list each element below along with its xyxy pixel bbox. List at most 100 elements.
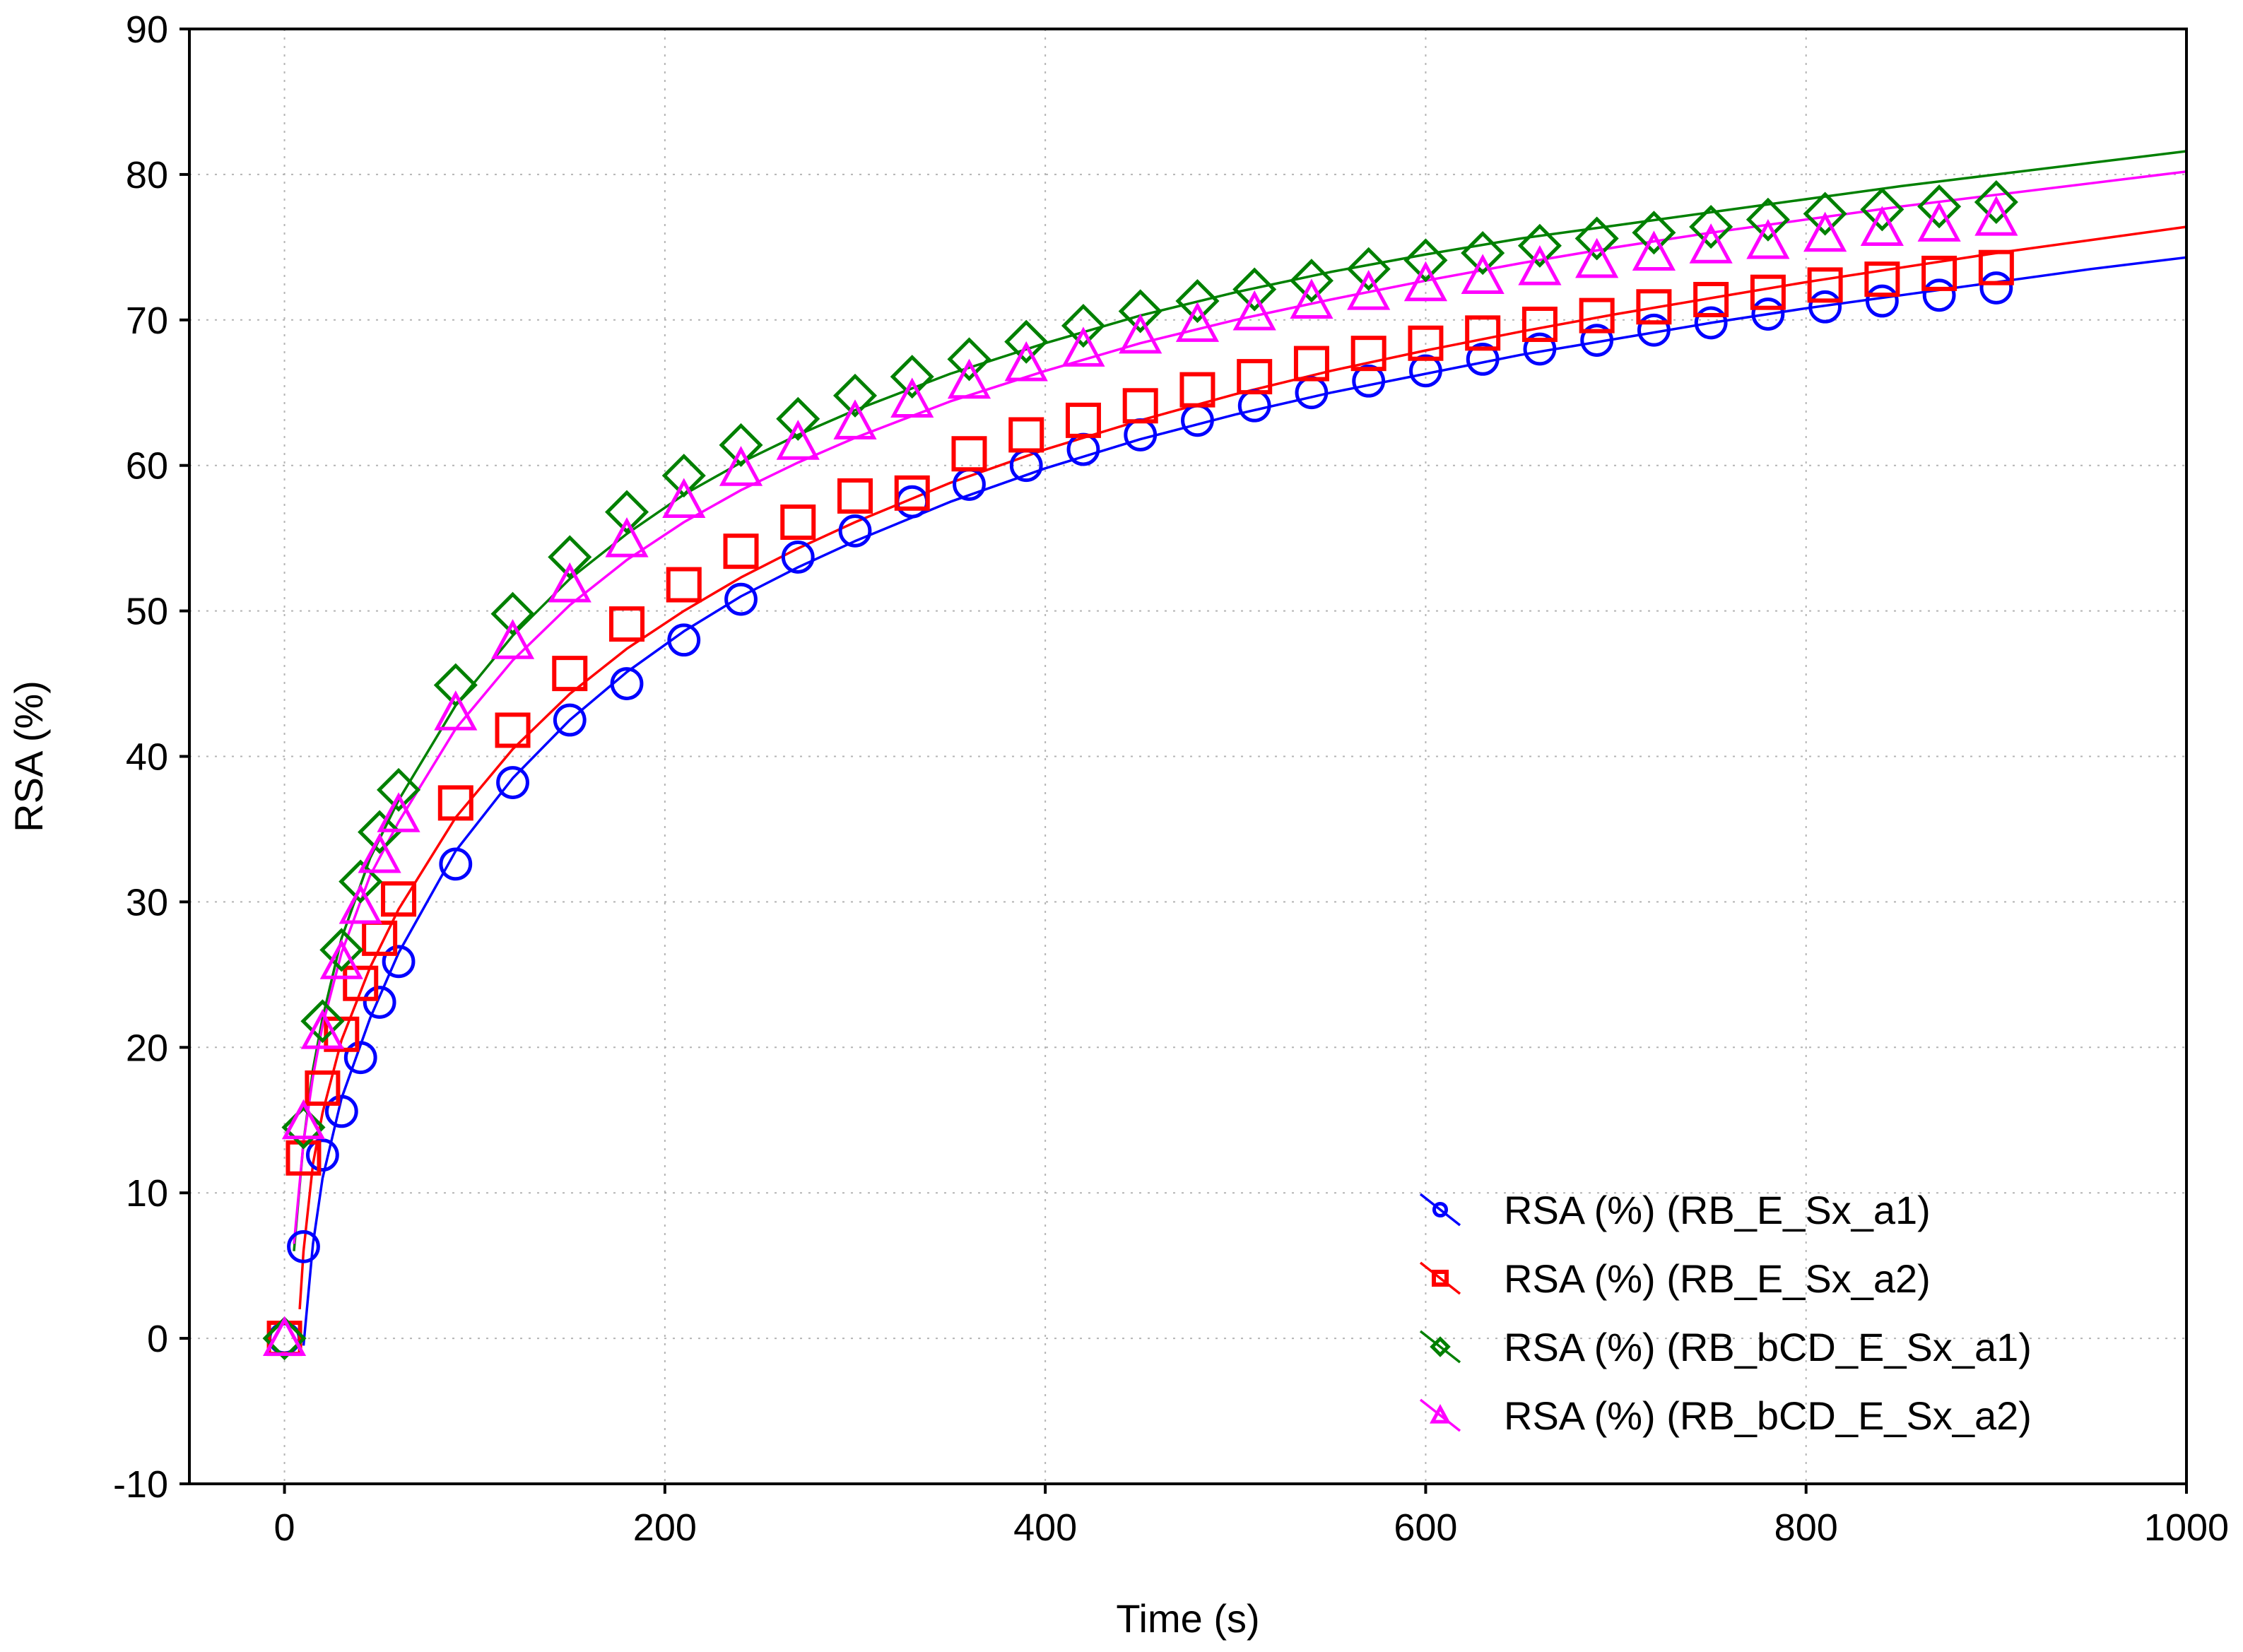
marker-rsa-rb-e-sx-a2-4 bbox=[343, 965, 379, 1001]
marker-rsa-rb-bcd-e-sx-a1-3 bbox=[319, 928, 364, 972]
marker-rsa-rb-e-sx-a1-29 bbox=[1694, 306, 1728, 340]
marker-rsa-rb-bcd-e-sx-a1-19 bbox=[1118, 289, 1162, 334]
x-tick-label-0: 0 bbox=[274, 1506, 295, 1549]
marker-rsa-rb-bcd-e-sx-a2-10 bbox=[605, 517, 649, 557]
marker-rsa-rb-bcd-e-sx-a1-15 bbox=[890, 355, 934, 399]
marker-rsa-rb-bcd-e-sx-a1-9 bbox=[548, 535, 592, 579]
marker-rsa-rb-bcd-e-sx-a1-16 bbox=[947, 337, 991, 382]
y-tick-label-30: 30 bbox=[126, 881, 168, 924]
marker-rsa-rb-bcd-e-sx-a2-16 bbox=[947, 358, 991, 399]
marker-rsa-rb-bcd-e-sx-a2-25 bbox=[1461, 254, 1505, 294]
x-tick-label-600: 600 bbox=[1394, 1506, 1457, 1549]
marker-rsa-rb-bcd-e-sx-a2-23 bbox=[1347, 270, 1391, 310]
marker-rsa-rb-e-sx-a2-22 bbox=[1293, 346, 1329, 382]
marker-rsa-rb-e-sx-a2-6 bbox=[381, 881, 417, 917]
marker-rsa-rb-e-sx-a2-17 bbox=[1008, 417, 1044, 453]
legend-swatch-marker-1 bbox=[1432, 1270, 1449, 1287]
marker-rsa-rb-e-sx-a2-7 bbox=[437, 785, 473, 821]
legend-label-1: RSA (%) (RB_E_Sx_a2) bbox=[1504, 1256, 1931, 1301]
marker-rsa-rb-e-sx-a2-31 bbox=[1807, 267, 1843, 303]
marker-rsa-rb-e-sx-a2-2 bbox=[305, 1070, 341, 1106]
marker-rsa-rb-bcd-e-sx-a1-20 bbox=[1175, 278, 1220, 324]
y-tick-label-neg10: -10 bbox=[113, 1463, 168, 1506]
marker-rsa-rb-bcd-e-sx-a2-0 bbox=[262, 1316, 307, 1357]
marker-rsa-rb-bcd-e-sx-a2-26 bbox=[1518, 245, 1562, 285]
marker-rsa-rb-e-sx-a2-30 bbox=[1750, 274, 1786, 310]
x-tick-label-400: 400 bbox=[1013, 1506, 1077, 1549]
marker-rsa-rb-bcd-e-sx-a1-14 bbox=[832, 373, 878, 418]
marker-rsa-rb-e-sx-a1-8 bbox=[496, 766, 529, 799]
legend-swatch-marker-2 bbox=[1430, 1336, 1451, 1357]
marker-rsa-rb-bcd-e-sx-a2-17 bbox=[1004, 341, 1048, 382]
marker-rsa-rb-bcd-e-sx-a2-24 bbox=[1403, 261, 1448, 302]
marker-rsa-rb-e-sx-a2-1 bbox=[285, 1140, 322, 1176]
series-markers-rsa-rb-e-sx-a2 bbox=[266, 249, 2014, 1357]
marker-rsa-rb-bcd-e-sx-a1-18 bbox=[1061, 304, 1106, 348]
marker-rsa-rb-bcd-e-sx-a1-12 bbox=[719, 423, 763, 467]
marker-rsa-rb-e-sx-a1-1 bbox=[287, 1229, 320, 1263]
marker-rsa-rb-bcd-e-sx-a2-9 bbox=[548, 562, 591, 603]
marker-rsa-rb-bcd-e-sx-a2-8 bbox=[490, 619, 535, 659]
legend-label-3: RSA (%) (RB_bCD_E_Sx_a2) bbox=[1504, 1393, 2032, 1438]
marker-rsa-rb-bcd-e-sx-a1-33 bbox=[1917, 184, 1962, 229]
marker-rsa-rb-e-sx-a2-28 bbox=[1636, 289, 1672, 325]
marker-rsa-rb-e-sx-a1-3 bbox=[324, 1095, 358, 1128]
x-tick-label-200: 200 bbox=[633, 1506, 697, 1549]
marker-rsa-rb-e-sx-a2-23 bbox=[1350, 336, 1387, 372]
marker-rsa-rb-bcd-e-sx-a1-22 bbox=[1289, 259, 1334, 303]
marker-rsa-rb-e-sx-a2-19 bbox=[1122, 388, 1158, 424]
marker-rsa-rb-bcd-e-sx-a1-8 bbox=[490, 591, 535, 636]
marker-rsa-rb-e-sx-a2-11 bbox=[666, 567, 702, 603]
y-tick-label-80: 80 bbox=[126, 154, 168, 196]
y-tick-label-60: 60 bbox=[126, 445, 168, 488]
marker-rsa-rb-bcd-e-sx-a1-5 bbox=[358, 810, 402, 854]
marker-rsa-rb-bcd-e-sx-a1-10 bbox=[604, 490, 649, 534]
x-tick-label-1000: 1000 bbox=[2144, 1506, 2229, 1549]
marker-rsa-rb-bcd-e-sx-a2-32 bbox=[1860, 206, 1904, 247]
legend-swatch-line-1 bbox=[1419, 1261, 1461, 1295]
legend-swatch-marker-3 bbox=[1430, 1403, 1451, 1424]
marker-rsa-rb-e-sx-a1-10 bbox=[610, 667, 644, 700]
marker-rsa-rb-bcd-e-sx-a2-15 bbox=[890, 377, 934, 418]
y-tick-label-50: 50 bbox=[126, 591, 168, 633]
legend-label-2: RSA (%) (RB_bCD_E_Sx_a1) bbox=[1504, 1325, 2032, 1369]
marker-rsa-rb-e-sx-a1-34 bbox=[1979, 271, 2013, 305]
legend-item-rsa-rb-bcd-e-sx-a1: RSA (%) (RB_bCD_E_Sx_a1) bbox=[1419, 1325, 2032, 1369]
marker-rsa-rb-bcd-e-sx-a2-5 bbox=[358, 832, 401, 873]
marker-rsa-rb-e-sx-a1-25 bbox=[1466, 342, 1500, 376]
marker-rsa-rb-bcd-e-sx-a1-7 bbox=[433, 663, 478, 707]
legend-item-rsa-rb-bcd-e-sx-a2: RSA (%) (RB_bCD_E_Sx_a2) bbox=[1419, 1393, 2032, 1438]
marker-rsa-rb-e-sx-a2-8 bbox=[495, 712, 531, 748]
marker-rsa-rb-e-sx-a2-20 bbox=[1179, 372, 1215, 408]
axis-ticks: 0 200 400 600 800 1000 -10 0 10 20 30 40 50 60 70 80 90 bbox=[113, 8, 2229, 1549]
marker-rsa-rb-bcd-e-sx-a1-25 bbox=[1461, 231, 1505, 276]
legend-item-rsa-rb-e-sx-a1: RSA (%) (RB_E_Sx_a1) bbox=[1419, 1188, 1931, 1232]
marker-rsa-rb-bcd-e-sx-a2-6 bbox=[377, 792, 420, 832]
marker-rsa-rb-bcd-e-sx-a2-3 bbox=[319, 939, 363, 979]
marker-rsa-rb-bcd-e-sx-a1-32 bbox=[1860, 187, 1905, 232]
y-tick-label-20: 20 bbox=[126, 1027, 168, 1069]
marker-rsa-rb-bcd-e-sx-a1-28 bbox=[1632, 211, 1676, 255]
marker-rsa-rb-bcd-e-sx-a2-22 bbox=[1290, 278, 1334, 319]
marker-rsa-rb-bcd-e-sx-a1-2 bbox=[300, 999, 345, 1044]
marker-rsa-rb-e-sx-a2-10 bbox=[609, 606, 645, 642]
marker-rsa-rb-e-sx-a1-32 bbox=[1865, 284, 1899, 318]
marker-rsa-rb-bcd-e-sx-a1-24 bbox=[1403, 238, 1448, 283]
marker-rsa-rb-bcd-e-sx-a2-20 bbox=[1175, 302, 1220, 342]
fit-line-rsa-rb-e-sx-a2 bbox=[298, 225, 2187, 1310]
marker-rsa-rb-e-sx-a1-6 bbox=[382, 945, 416, 979]
grid-lines bbox=[189, 29, 2186, 1484]
y-tick-label-10: 10 bbox=[126, 1172, 168, 1215]
marker-rsa-rb-e-sx-a1-12 bbox=[724, 582, 758, 616]
marker-rsa-rb-e-sx-a1-2 bbox=[306, 1138, 339, 1172]
marker-rsa-rb-e-sx-a2-29 bbox=[1693, 281, 1729, 317]
marker-rsa-rb-bcd-e-sx-a2-19 bbox=[1119, 313, 1162, 354]
marker-rsa-rb-bcd-e-sx-a2-29 bbox=[1689, 223, 1733, 264]
marker-rsa-rb-e-sx-a2-14 bbox=[837, 478, 873, 514]
marker-rsa-rb-e-sx-a2-15 bbox=[894, 475, 930, 511]
legend-swatch-marker-0 bbox=[1432, 1201, 1449, 1218]
marker-rsa-rb-bcd-e-sx-a2-33 bbox=[1917, 201, 1961, 242]
marker-rsa-rb-bcd-e-sx-a2-21 bbox=[1232, 290, 1276, 331]
